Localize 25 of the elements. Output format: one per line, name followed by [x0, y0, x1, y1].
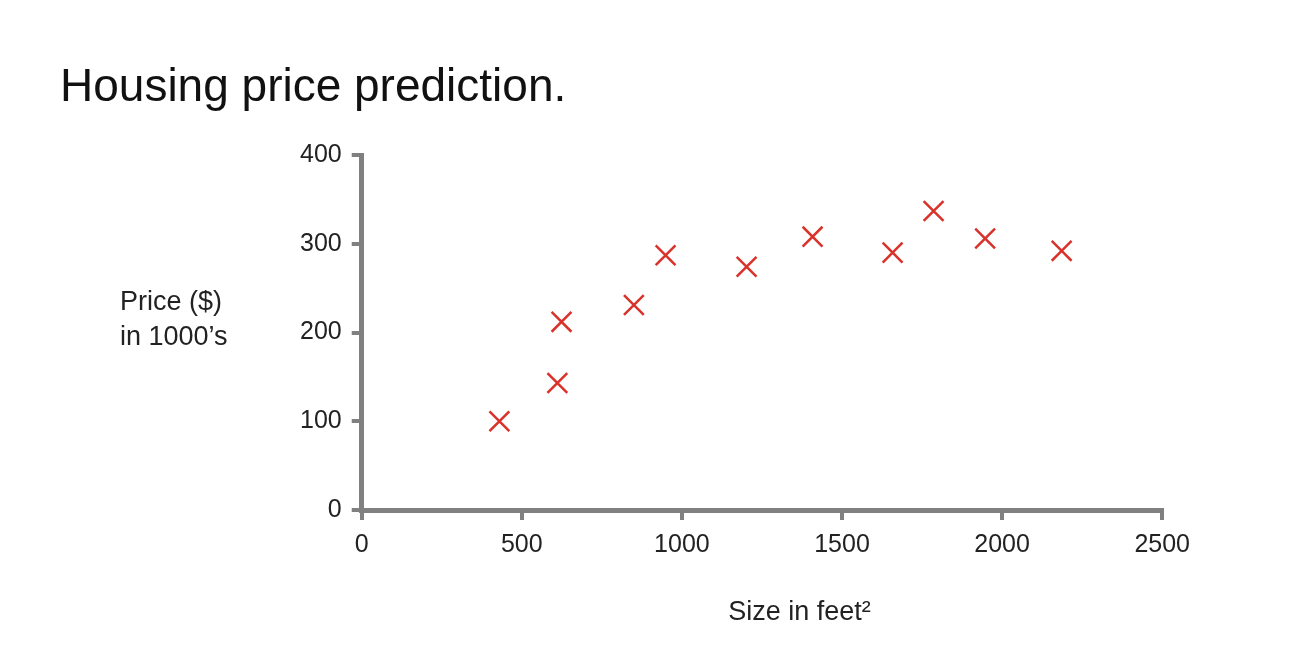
point	[622, 293, 646, 317]
point	[654, 244, 677, 267]
y-tick-label: 300	[299, 227, 342, 256]
x-tick-label: 2500	[1134, 528, 1190, 557]
chart-title: Housing price prediction.	[60, 58, 567, 112]
x-tick-label: 1000	[654, 528, 710, 557]
point	[488, 410, 511, 433]
x-tick-label: 500	[500, 528, 543, 557]
x-tick-label: 0	[354, 528, 369, 557]
point	[801, 225, 824, 248]
point	[735, 255, 758, 278]
x-axis-title: Size in feet²	[728, 596, 871, 626]
y-tick-label: 400	[299, 138, 342, 167]
x-tick-label: 2000	[974, 528, 1030, 557]
x-tick-label: 1500	[814, 528, 870, 557]
point	[922, 199, 945, 223]
y-tick-label: 100	[299, 405, 342, 434]
point	[973, 227, 997, 250]
point	[1050, 239, 1073, 262]
point	[881, 241, 904, 264]
point	[550, 310, 573, 333]
y-tick-label: 200	[299, 316, 342, 345]
y-axis-title: Price ($) in 1000’s	[120, 286, 228, 352]
point	[546, 371, 569, 395]
y-tick-label: 0	[327, 493, 342, 522]
